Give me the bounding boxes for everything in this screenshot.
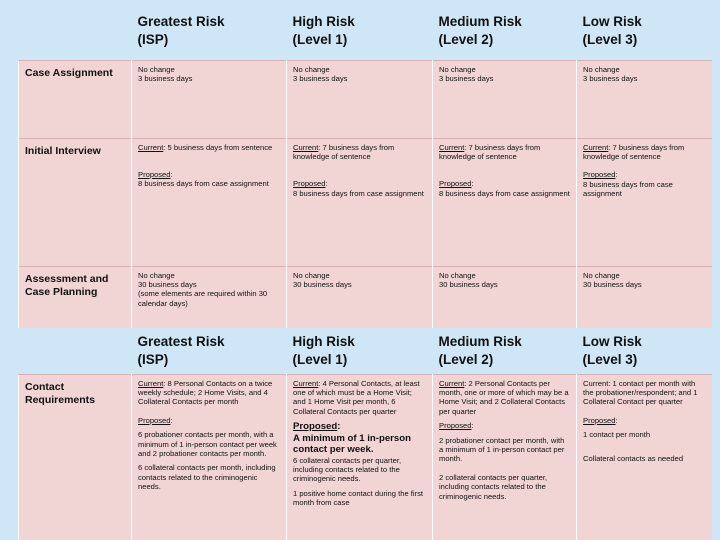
case-assignment-row: Case Assignment No change 3 business day… bbox=[18, 59, 712, 138]
row-label-initial-interview: Initial Interview bbox=[18, 137, 132, 266]
header-empty-cell bbox=[18, 328, 132, 374]
header-row-1: Greatest Risk (ISP) High Risk (Level 1) … bbox=[18, 8, 712, 60]
header-high-risk: High Risk (Level 1) bbox=[286, 8, 433, 60]
initial-interview-cell: Current: 7 business days from knowledge … bbox=[576, 137, 712, 266]
header-text: Low Risk bbox=[582, 14, 642, 29]
header-subtext: (Level 2) bbox=[438, 32, 494, 47]
assessment-cell: No change 30 business days bbox=[576, 265, 712, 328]
assessment-cell: No change 30 business days bbox=[432, 265, 577, 328]
header-subtext: (Level 1) bbox=[292, 32, 348, 47]
header-text: Low Risk bbox=[582, 334, 642, 349]
header-text: Medium Risk bbox=[438, 334, 522, 349]
header-medium-risk: Medium Risk (Level 2) bbox=[432, 8, 577, 60]
header-text: Medium Risk bbox=[438, 14, 522, 29]
initial-interview-cell: Current: 7 business days from knowledge … bbox=[286, 137, 433, 266]
case-assignment-cell: No change 3 business days bbox=[286, 59, 433, 138]
header-subtext: (Level 3) bbox=[582, 352, 638, 367]
initial-interview-cell: Current: 5 business days from sentence P… bbox=[131, 137, 287, 266]
header-greatest-risk: Greatest Risk (ISP) bbox=[131, 8, 287, 60]
initial-interview-cell: Current: 7 business days from knowledge … bbox=[432, 137, 577, 266]
contact-cell: Current: 2 Personal Contacts per month, … bbox=[432, 373, 577, 540]
header-subtext: (Level 1) bbox=[292, 352, 348, 367]
case-assignment-cell: No change 3 business days bbox=[131, 59, 287, 138]
row-label-contact: Contact Requirements bbox=[18, 373, 132, 540]
case-assignment-cell: No change 3 business days bbox=[432, 59, 577, 138]
contact-cell: Current: 4 Personal Contacts, at least o… bbox=[286, 373, 433, 540]
header-text: Greatest Risk bbox=[137, 14, 225, 29]
header-medium-risk: Medium Risk (Level 2) bbox=[432, 328, 577, 374]
header-high-risk: High Risk (Level 1) bbox=[286, 328, 433, 374]
header-subtext: (Level 3) bbox=[582, 32, 638, 47]
row-label-case-assignment: Case Assignment bbox=[18, 59, 132, 138]
header-subtext: (Level 2) bbox=[438, 352, 494, 367]
row-label-assessment: Assessment and Case Planning bbox=[18, 265, 132, 328]
contact-cell: Current: 1 contact per month with the pr… bbox=[576, 373, 712, 540]
header-subtext: (ISP) bbox=[137, 32, 169, 47]
header-text: High Risk bbox=[292, 14, 355, 29]
assessment-cell: No change 30 business days (some element… bbox=[131, 265, 287, 328]
assessment-row: Assessment and Case Planning No change 3… bbox=[18, 265, 712, 328]
contact-cell: Current: 8 Personal Contacts on a twice … bbox=[131, 373, 287, 540]
initial-interview-row: Initial Interview Current: 5 business da… bbox=[18, 137, 712, 266]
contact-requirements-row: Contact Requirements Current: 8 Personal… bbox=[18, 373, 712, 540]
header-empty-cell bbox=[18, 8, 132, 60]
policy-table-frame: Greatest Risk (ISP) High Risk (Level 1) … bbox=[18, 8, 712, 540]
header-low-risk: Low Risk (Level 3) bbox=[576, 328, 712, 374]
header-subtext: (ISP) bbox=[137, 352, 169, 367]
header-row-2: Greatest Risk (ISP) High Risk (Level 1) … bbox=[18, 328, 712, 374]
risk-level-table: Greatest Risk (ISP) High Risk (Level 1) … bbox=[18, 8, 712, 540]
header-text: Greatest Risk bbox=[137, 334, 225, 349]
header-low-risk: Low Risk (Level 3) bbox=[576, 8, 712, 60]
header-greatest-risk: Greatest Risk (ISP) bbox=[131, 328, 287, 374]
case-assignment-cell: No change 3 business days bbox=[576, 59, 712, 138]
assessment-cell: No change 30 business days bbox=[286, 265, 433, 328]
header-text: High Risk bbox=[292, 334, 355, 349]
